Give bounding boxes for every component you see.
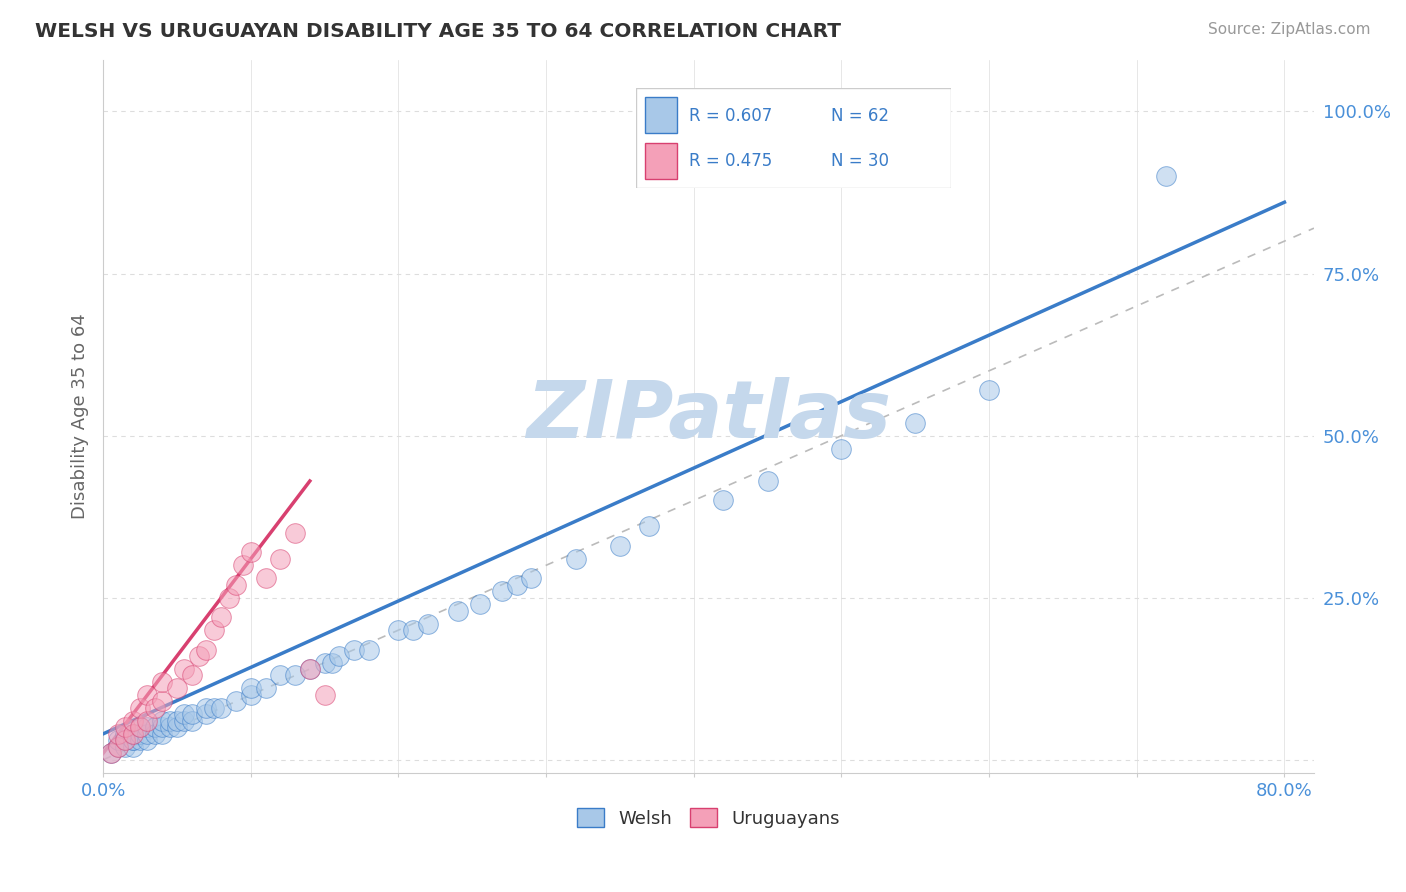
Legend: Welsh, Uruguayans: Welsh, Uruguayans	[569, 801, 848, 835]
Point	[100, 747, 122, 761]
Point	[284, 525, 307, 540]
Point	[129, 727, 152, 741]
Point	[209, 701, 232, 715]
Point	[114, 733, 136, 747]
Point	[150, 720, 173, 734]
Point	[100, 747, 122, 761]
Point	[195, 707, 218, 722]
Point	[977, 383, 1000, 397]
Point	[114, 739, 136, 754]
Y-axis label: Disability Age 35 to 64: Disability Age 35 to 64	[72, 313, 89, 519]
Point	[195, 701, 218, 715]
Point	[218, 591, 240, 605]
Point	[314, 688, 336, 702]
Point	[239, 545, 262, 559]
Point	[609, 539, 631, 553]
Point	[143, 701, 166, 715]
Point	[166, 714, 188, 728]
Point	[357, 642, 380, 657]
Text: Source: ZipAtlas.com: Source: ZipAtlas.com	[1208, 22, 1371, 37]
Point	[129, 733, 152, 747]
Point	[136, 733, 159, 747]
Point	[129, 720, 152, 734]
Point	[180, 714, 202, 728]
Point	[121, 727, 143, 741]
Point	[129, 720, 152, 734]
Point	[202, 623, 225, 637]
Point	[159, 714, 181, 728]
Point	[321, 656, 343, 670]
Point	[239, 681, 262, 696]
Point	[114, 733, 136, 747]
Point	[180, 707, 202, 722]
Point	[121, 727, 143, 741]
Point	[114, 727, 136, 741]
Point	[150, 727, 173, 741]
Point	[107, 727, 129, 741]
Point	[232, 558, 254, 573]
Point	[638, 519, 661, 533]
Point	[202, 701, 225, 715]
Point	[904, 416, 927, 430]
Point	[328, 648, 350, 663]
Point	[173, 662, 195, 676]
Point	[107, 739, 129, 754]
Point	[143, 720, 166, 734]
Point	[298, 662, 321, 676]
Point	[254, 571, 277, 585]
Point	[1156, 169, 1178, 184]
Point	[150, 694, 173, 708]
Point	[830, 442, 852, 456]
Point	[505, 578, 527, 592]
Point	[150, 714, 173, 728]
Point	[121, 739, 143, 754]
Point	[209, 610, 232, 624]
Point	[343, 642, 366, 657]
Point	[136, 727, 159, 741]
Point	[121, 733, 143, 747]
Point	[314, 656, 336, 670]
Point	[387, 623, 409, 637]
Point	[136, 714, 159, 728]
Point	[129, 701, 152, 715]
Point	[188, 648, 211, 663]
Point	[254, 681, 277, 696]
Point	[491, 584, 513, 599]
Point	[520, 571, 543, 585]
Point	[166, 681, 188, 696]
Text: WELSH VS URUGUAYAN DISABILITY AGE 35 TO 64 CORRELATION CHART: WELSH VS URUGUAYAN DISABILITY AGE 35 TO …	[35, 22, 841, 41]
Point	[402, 623, 425, 637]
Point	[225, 694, 247, 708]
Text: ZIPatlas: ZIPatlas	[526, 377, 891, 455]
Point	[756, 474, 779, 488]
Point	[114, 720, 136, 734]
Point	[180, 668, 202, 682]
Point	[143, 727, 166, 741]
Point	[284, 668, 307, 682]
Point	[298, 662, 321, 676]
Point	[195, 642, 218, 657]
Point	[166, 720, 188, 734]
Point	[121, 733, 143, 747]
Point	[159, 720, 181, 734]
Point	[416, 616, 439, 631]
Point	[107, 739, 129, 754]
Point	[121, 714, 143, 728]
Point	[136, 688, 159, 702]
Point	[136, 720, 159, 734]
Point	[711, 493, 734, 508]
Point	[269, 668, 291, 682]
Point	[173, 707, 195, 722]
Point	[173, 714, 195, 728]
Point	[269, 551, 291, 566]
Point	[468, 597, 491, 611]
Point	[564, 551, 586, 566]
Point	[446, 604, 468, 618]
Point	[239, 688, 262, 702]
Point	[107, 733, 129, 747]
Point	[150, 675, 173, 690]
Point	[225, 578, 247, 592]
